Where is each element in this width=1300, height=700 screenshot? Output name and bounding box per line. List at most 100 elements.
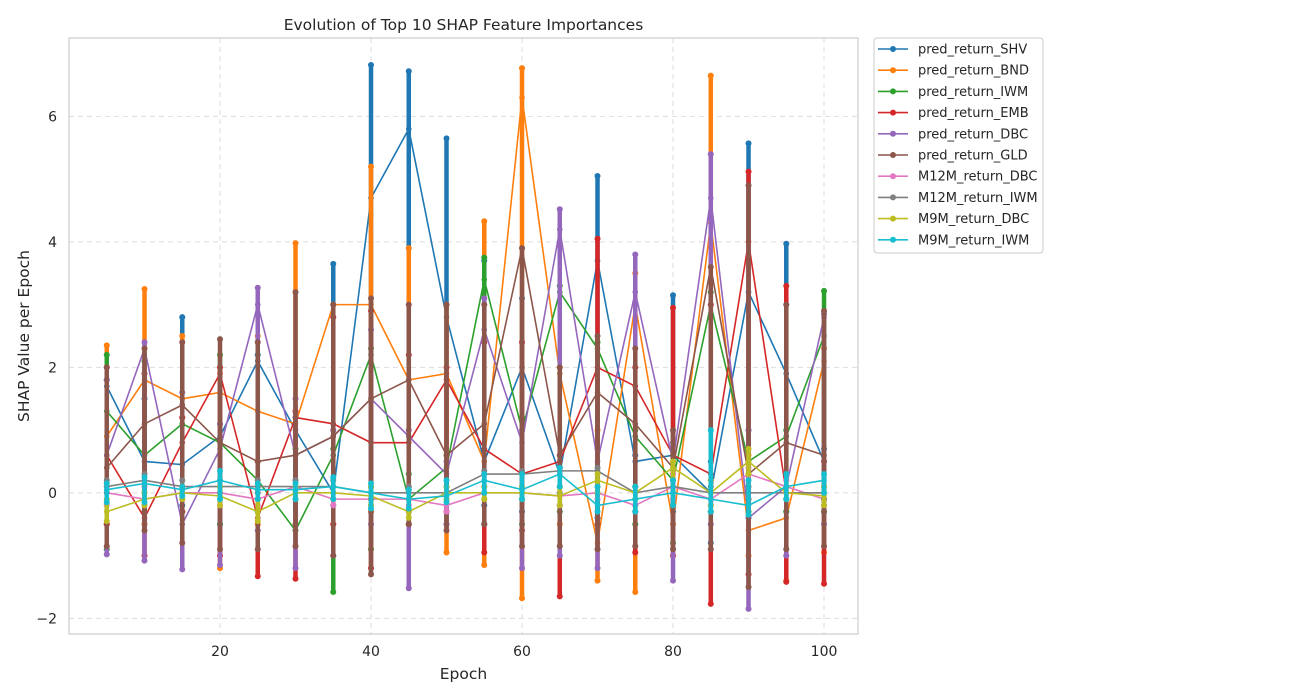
- series-range-min-point: [594, 577, 601, 584]
- series-point: [481, 477, 488, 484]
- series-point: [217, 439, 223, 446]
- series-range-max-point: [594, 333, 601, 339]
- x-tick-label: 20: [211, 644, 229, 660]
- series-range-min-point: [141, 527, 148, 534]
- series-range-max-point: [217, 467, 224, 474]
- series-range-min-point: [217, 546, 224, 553]
- series-range-max-point: [103, 480, 110, 487]
- series-range-max-point: [783, 301, 790, 308]
- series-range-max-point: [670, 458, 677, 465]
- series-range-max-point: [821, 287, 828, 294]
- y-axis-title: SHAP Value per Epoch: [15, 250, 33, 422]
- legend-item: pred_return_EMB: [878, 106, 1029, 121]
- series-point: [519, 94, 525, 101]
- series-range-max-point: [519, 65, 526, 72]
- series-range-min-point: [519, 543, 526, 550]
- series-range-min-point: [292, 496, 299, 503]
- series-range-max-point: [821, 471, 828, 478]
- series-point: [556, 471, 563, 477]
- series-range-min-point: [745, 511, 752, 518]
- series-range-min-point: [821, 580, 828, 587]
- series-point: [141, 421, 148, 427]
- series-range-max-point: [292, 289, 299, 296]
- legend-label: pred_return_DBC: [918, 127, 1028, 142]
- series-range-min-point: [405, 521, 412, 528]
- legend-item: pred_return_IWM: [878, 85, 1028, 100]
- legend-item: pred_return_DBC: [878, 127, 1028, 142]
- series-range-min-point: [745, 605, 752, 612]
- series-point: [103, 464, 110, 471]
- legend-label: M12M_return_IWM: [918, 191, 1038, 206]
- series-point: [141, 480, 148, 487]
- series-range-max-point: [707, 151, 714, 158]
- legend-label: pred_return_BND: [918, 64, 1029, 79]
- series-line: [106, 279, 825, 532]
- y-tick-label: 2: [48, 360, 57, 376]
- series-range-min-point: [481, 521, 488, 528]
- series-range-min-point: [745, 583, 752, 590]
- series-line: [106, 473, 825, 507]
- series-range-max-point: [141, 339, 148, 346]
- x-tick-label: 60: [513, 644, 531, 660]
- series-range-min-point: [405, 514, 412, 521]
- legend-marker: [890, 109, 896, 116]
- series-range-max-point: [103, 342, 110, 349]
- series-range-min-point: [141, 499, 148, 506]
- series-range-min-point: [330, 552, 337, 559]
- series-range-min-point: [481, 496, 488, 503]
- series-range-max-point: [481, 254, 488, 261]
- series-M9M_return_IWM: [103, 427, 828, 518]
- series-range-max-point: [368, 61, 375, 68]
- series-range-min-point: [443, 549, 450, 556]
- y-tick-label: −2: [36, 611, 57, 627]
- series-range-max-point: [745, 477, 752, 484]
- series-range-max-point: [821, 307, 828, 314]
- series-range-min-point: [670, 577, 677, 584]
- series-point: [443, 452, 450, 459]
- x-tick-label: 80: [664, 644, 682, 660]
- series-range-min-point: [481, 489, 488, 496]
- series-point: [594, 389, 601, 396]
- series-range-min-point: [254, 518, 261, 525]
- series-range-max-point: [179, 339, 186, 346]
- legend-label: M12M_return_DBC: [918, 170, 1038, 185]
- series-range-min-point: [556, 502, 563, 509]
- series-point: [670, 490, 676, 496]
- series-layer: [103, 61, 828, 612]
- series-range-max-point: [254, 480, 261, 487]
- series-point: [368, 490, 374, 496]
- legend-label: pred_return_GLD: [918, 149, 1028, 164]
- series-range-max-point: [594, 483, 601, 490]
- series-range-min-point: [103, 543, 110, 550]
- legend-marker: [890, 215, 896, 222]
- series-line: [106, 460, 825, 513]
- series-range-max-point: [481, 218, 488, 225]
- series-range-min-point: [632, 508, 639, 515]
- series-point: [632, 421, 639, 427]
- series-point: [519, 486, 525, 493]
- series-range-max-point: [330, 474, 337, 481]
- series-range-max-point: [745, 445, 752, 452]
- series-point: [254, 458, 261, 465]
- series-point: [556, 452, 563, 459]
- legend-marker: [890, 130, 896, 137]
- series-point: [292, 452, 299, 459]
- series-range-min-point: [556, 543, 563, 550]
- series-line: [106, 470, 825, 494]
- series-range-max-point: [556, 364, 563, 371]
- series-point: [368, 395, 374, 402]
- series-range-max-point: [292, 480, 299, 487]
- series-range-min-point: [783, 578, 790, 585]
- series-range-max-point: [783, 282, 790, 289]
- series-range-max-point: [443, 301, 450, 308]
- series-range-min-point: [481, 561, 488, 568]
- legend-item: M9M_return_DBC: [878, 212, 1029, 227]
- legend-label: pred_return_EMB: [918, 106, 1029, 121]
- series-range-max-point: [519, 471, 526, 478]
- series-point: [556, 226, 563, 233]
- series-range-min-point: [821, 502, 828, 509]
- series-range-min-point: [594, 508, 601, 515]
- series-range-max-point: [594, 173, 601, 180]
